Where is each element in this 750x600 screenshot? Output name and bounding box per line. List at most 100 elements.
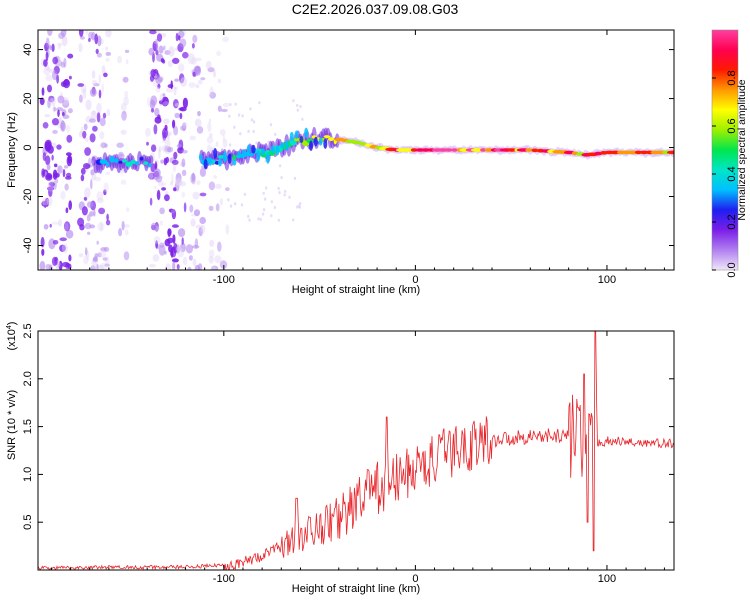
y-tick-label: 2.0: [22, 371, 34, 386]
spectral-blob: [148, 169, 153, 181]
spectral-blob: [60, 121, 66, 132]
spectral-blob: [43, 224, 49, 230]
spectral-blob: [106, 108, 111, 117]
spectral-blob: [171, 209, 175, 214]
y-tick-label: -40: [22, 238, 34, 254]
spectral-blob: [196, 180, 201, 186]
spectral-blob: [172, 164, 177, 173]
spectral-blob: [126, 207, 130, 213]
ridge-peak: [109, 156, 115, 163]
spectral-blob: [175, 177, 182, 186]
spectral-blob: [164, 194, 170, 202]
spectral-blob: [213, 175, 218, 179]
ridge-peak: [323, 135, 331, 139]
spectrogram-x-ticks: -100 0 100: [50, 30, 665, 286]
spectral-blob: [86, 201, 94, 208]
spectral-blob: [157, 83, 161, 89]
spectral-blob: [102, 257, 108, 261]
spectral-blob: [56, 263, 60, 270]
spectral-blob: [191, 57, 198, 65]
spectral-blob: [179, 112, 183, 120]
spectral-blob: [121, 110, 127, 121]
spectral-blob: [229, 103, 232, 107]
spectral-blob: [208, 249, 215, 258]
spectral-blob: [187, 266, 192, 270]
spectral-blob: [217, 241, 222, 252]
spectral-blob: [216, 50, 222, 57]
spectral-blob: [293, 176, 297, 180]
spectral-blob: [154, 185, 158, 189]
spectral-blob: [194, 66, 201, 76]
snr-background: [38, 331, 674, 570]
spectral-blob: [181, 149, 188, 154]
spectral-blob: [166, 131, 172, 136]
spectral-blob: [52, 70, 58, 81]
spectral-blob: [152, 254, 160, 262]
spectral-blob: [48, 187, 53, 197]
snr-y-multiplier: (x104): [6, 322, 18, 351]
spectral-blob: [181, 237, 184, 245]
spectral-blob: [174, 103, 180, 107]
spectral-blob: [194, 238, 199, 249]
spectral-blob: [83, 196, 88, 201]
spectral-blob: [182, 97, 188, 109]
spectral-blob: [191, 172, 195, 183]
spectral-blob: [95, 48, 99, 55]
spectral-blob: [160, 220, 163, 226]
spectral-blob: [173, 99, 179, 109]
spectral-blob: [223, 102, 230, 108]
spectral-blob: [122, 76, 129, 83]
spectral-blob: [45, 51, 49, 62]
spectral-blob: [68, 254, 72, 262]
spectral-blob: [41, 87, 45, 96]
ridge-peak: [125, 161, 133, 167]
spectral-blob: [182, 51, 189, 59]
spectral-blob: [296, 103, 299, 107]
spectral-blob: [57, 219, 63, 227]
colorbar-tick-label: 0.0: [726, 262, 738, 277]
spectral-blob: [79, 224, 85, 231]
spectral-blob: [154, 159, 159, 164]
spectral-blob: [179, 106, 187, 112]
spectral-blob: [59, 237, 67, 242]
spectral-blob: [64, 183, 69, 191]
spectral-blob: [165, 156, 169, 164]
spectral-blob: [265, 186, 268, 190]
scatter-noise-layer: [39, 30, 304, 270]
spectral-blob: [105, 30, 112, 38]
spectral-blob: [219, 129, 226, 136]
spectral-blob: [274, 132, 277, 136]
spectral-blob: [175, 245, 182, 252]
spectral-blob: [167, 84, 174, 89]
spectral-blob: [173, 151, 178, 160]
spectral-blob: [159, 93, 164, 102]
spectral-blob: [219, 198, 223, 206]
spectral-blob: [270, 214, 273, 218]
spectral-blob: [149, 197, 153, 206]
spectral-blob: [197, 110, 201, 117]
spectral-blob: [181, 158, 186, 168]
ridge-peak: [280, 142, 285, 149]
spectral-blob: [150, 69, 156, 77]
spectral-blob: [93, 209, 96, 217]
spectral-blob: [237, 113, 241, 117]
spectral-blob: [262, 191, 265, 195]
spectral-blob: [207, 144, 212, 153]
spectral-blob: [215, 183, 222, 189]
spectrogram-frame: [37, 29, 675, 271]
spectral-blob: [92, 257, 99, 263]
y-tick-label: 1.5: [22, 419, 34, 434]
spectral-blob: [53, 172, 60, 178]
spectral-blob: [292, 99, 295, 103]
spectral-blob: [296, 108, 299, 112]
spectral-blob: [96, 191, 104, 201]
spectral-blob: [97, 35, 102, 47]
spectral-blob: [57, 45, 61, 50]
spectral-blob: [168, 46, 175, 57]
spectral-blob: [181, 191, 186, 198]
spectral-blob: [88, 38, 91, 42]
spectral-blob: [65, 207, 69, 214]
spectral-blob: [78, 131, 83, 138]
spectral-blob: [199, 167, 206, 177]
